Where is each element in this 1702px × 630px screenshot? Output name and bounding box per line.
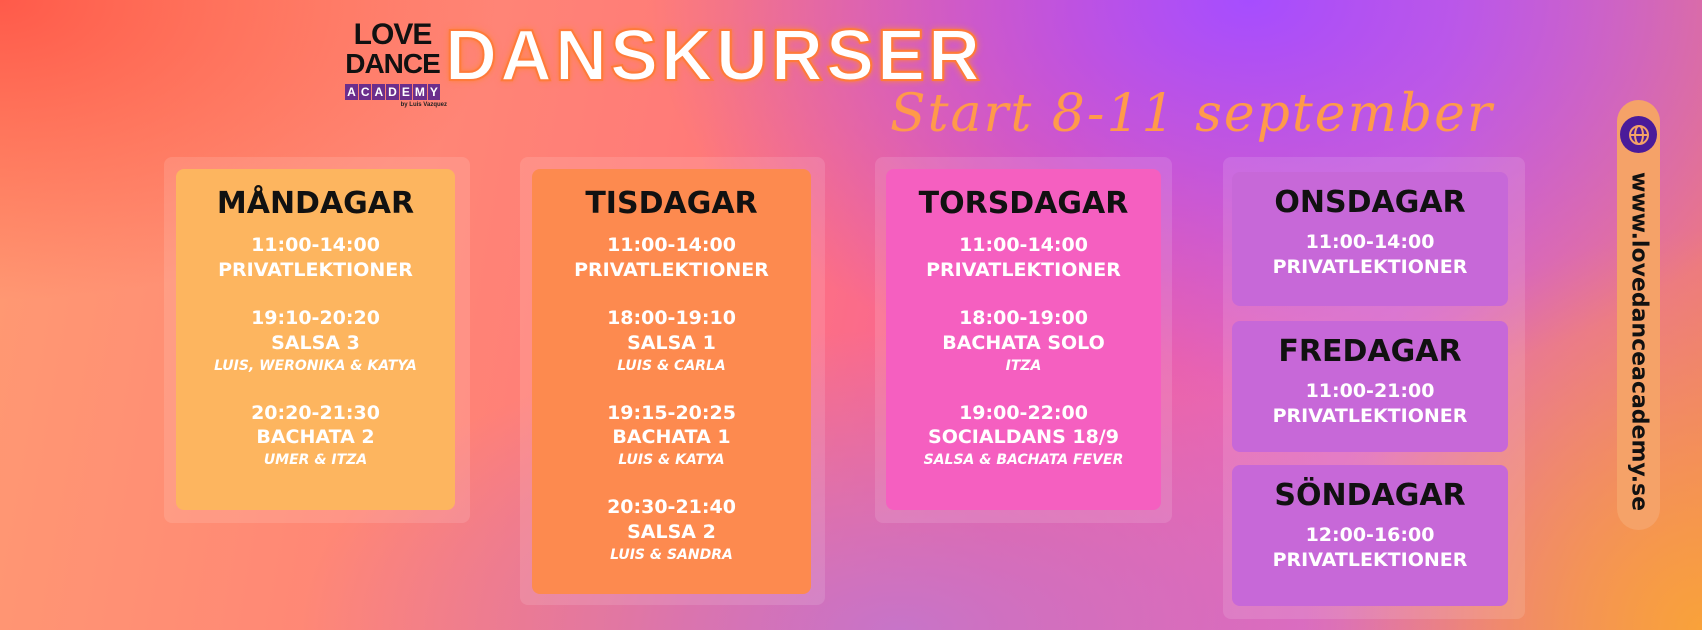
website-pill[interactable]: www.lovedanceacademy.se: [1617, 100, 1660, 530]
slot-teachers: LUIS & SANDRA: [610, 546, 733, 563]
slot-time: 11:00-14:00: [251, 234, 380, 256]
slot-teachers: SALSA & BACHATA FEVER: [923, 452, 1124, 469]
slot-class: PRIVATLEKTIONER: [926, 258, 1121, 281]
class-slot: 12:00-16:00 PRIVATLEKTIONER: [1232, 523, 1508, 572]
day-heading: FREDAGAR: [1278, 334, 1462, 369]
slot-class: PRIVATLEKTIONER: [1272, 548, 1468, 571]
slot-time: 11:00-21:00: [1305, 380, 1435, 402]
slot-class: PRIVATLEKTIONER: [1272, 404, 1468, 427]
class-slot: 11:00-14:00 PRIVATLEKTIONER: [1232, 230, 1508, 279]
class-slot: 18:00-19:10 SALSA 1 LUIS & CARLA: [532, 306, 811, 376]
class-slot: 11:00-21:00 PRIVATLEKTIONER: [1232, 379, 1508, 428]
slot-class: PRIVATLEKTIONER: [218, 258, 413, 281]
slot-time: 12:00-16:00: [1305, 524, 1435, 546]
class-slot: 19:15-20:25 BACHATA 1 LUIS & KATYA: [532, 401, 811, 471]
slot-time: 19:10-20:20: [251, 307, 380, 330]
day-card-tuesday: TISDAGAR 11:00-14:00 PRIVATLEKTIONER 18:00-…: [532, 169, 811, 594]
logo-letter: D: [386, 84, 399, 100]
slot-time: 11:00-14:00: [959, 234, 1088, 256]
day-heading: TISDAGAR: [585, 186, 758, 221]
slot-time: 19:15-20:25: [607, 401, 736, 424]
slot-time: 18:00-19:00: [959, 307, 1088, 330]
page-subtitle: Start 8-11 september: [890, 84, 1494, 144]
logo-letter: E: [399, 84, 412, 100]
class-slot: 11:00-14:00 PRIVATLEKTIONER: [176, 233, 455, 282]
slot-time: 11:00-14:00: [607, 234, 736, 256]
slot-teachers: LUIS & KATYA: [618, 452, 725, 469]
logo-letter: A: [345, 84, 358, 100]
day-card-thursday: TORSDAGAR 11:00-14:00 PRIVATLEKTIONER 18:00…: [886, 169, 1161, 510]
logo-letter: A: [372, 84, 386, 100]
slot-class: PRIVATLEKTIONER: [574, 258, 769, 281]
slot-time: 19:00-22:00: [959, 401, 1088, 424]
logo-byline: by Luis Vazquez: [400, 102, 447, 108]
day-heading: ONSDAGAR: [1274, 185, 1466, 220]
class-slot: 20:30-21:40 SALSA 2 LUIS & SANDRA: [532, 495, 811, 565]
slot-time: 11:00-14:00: [1305, 231, 1435, 253]
slot-class: SALSA 1: [627, 332, 716, 355]
slot-class: SOCIALDANS 18/9: [928, 426, 1119, 449]
page-title: DANSKURSER: [444, 16, 984, 96]
logo-love: LOVE: [353, 18, 433, 51]
website-link[interactable]: www.lovedanceacademy.se: [1626, 172, 1652, 512]
slot-class: BACHATA 1: [612, 426, 731, 449]
slot-class: SALSA 3: [271, 332, 360, 355]
day-card-monday: MÅNDAGAR 11:00-14:00 PRIVATLEKTIONER 19:10-…: [176, 169, 455, 510]
day-card-wednesday: ONSDAGAR 11:00-14:00 PRIVATLEKTIONER: [1232, 172, 1508, 306]
day-heading: TORSDAGAR: [918, 186, 1129, 221]
logo-letter: Y: [427, 84, 440, 100]
logo-letter: M: [412, 84, 427, 100]
class-slot: 19:00-22:00 SOCIALDANS 18/9 SALSA & BACHAT…: [886, 401, 1161, 471]
day-heading: MÅNDAGAR: [216, 186, 415, 221]
slot-time: 20:20-21:30: [251, 401, 380, 424]
class-slot: 20:20-21:30 BACHATA 2 UMER & ITZA: [176, 401, 455, 471]
day-card-sunday: SÖNDAGAR 12:00-16:00 PRIVATLEKTIONER: [1232, 465, 1508, 606]
slot-teachers: LUIS & CARLA: [617, 357, 726, 374]
class-slot: 18:00-19:00 BACHATA SOLO ITZA: [886, 306, 1161, 376]
class-slot: 11:00-14:00 PRIVATLEKTIONER: [886, 233, 1161, 282]
slot-teachers: UMER & ITZA: [263, 452, 368, 469]
slot-class: BACHATA 2: [256, 426, 375, 449]
slot-teachers: LUIS, WERONIKA & KATYA: [214, 357, 417, 374]
globe-icon: [1620, 116, 1657, 153]
day-card-friday: FREDAGAR 11:00-21:00 PRIVATLEKTIONER: [1232, 321, 1508, 452]
class-slot: 19:10-20:20 SALSA 3 LUIS, WERONIKA & KATYA: [176, 306, 455, 376]
class-slot: 11:00-14:00 PRIVATLEKTIONER: [532, 233, 811, 282]
logo-dance: DANCE: [345, 48, 441, 79]
slot-time: 18:00-19:10: [607, 307, 736, 330]
slot-class: PRIVATLEKTIONER: [1272, 255, 1468, 278]
slot-class: BACHATA SOLO: [942, 332, 1105, 355]
slot-teachers: ITZA: [1005, 357, 1042, 374]
slot-time: 20:30-21:40: [607, 496, 736, 519]
logo-letter: C: [358, 84, 372, 100]
slot-class: SALSA 2: [627, 520, 716, 543]
day-heading: SÖNDAGAR: [1274, 478, 1466, 513]
